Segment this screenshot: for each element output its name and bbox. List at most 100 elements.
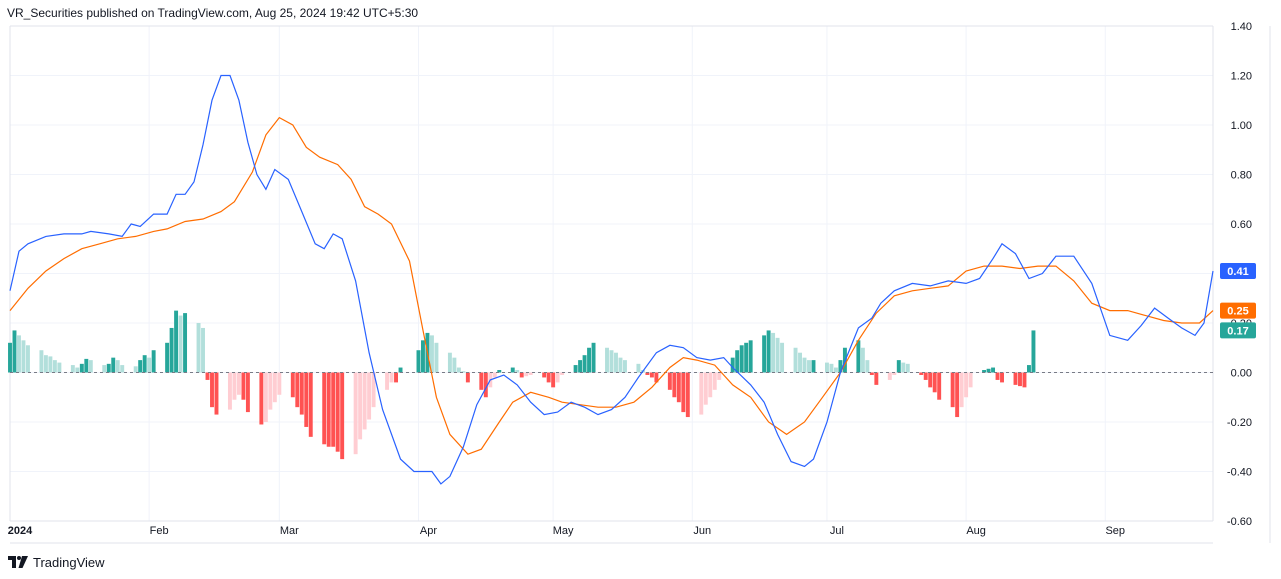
histogram-bar: [497, 370, 502, 373]
x-tick-label: Feb: [150, 525, 169, 537]
histogram-bar: [290, 372, 295, 398]
histogram-bar: [479, 372, 484, 390]
histogram-bar: [775, 337, 780, 373]
histogram-bar: [394, 372, 398, 383]
histogram-bar: [106, 363, 111, 373]
signal-line: [9, 116, 1214, 455]
macd-chart[interactable]: -0.60-0.40-0.200.000.200.400.600.801.001…: [0, 0, 1281, 550]
histogram-bar: [892, 372, 897, 375]
histogram-bar: [605, 347, 609, 373]
histogram-bar: [416, 350, 421, 373]
histogram-bar: [573, 365, 578, 373]
histogram-value-badge: 0.17: [1220, 322, 1256, 339]
histogram-bar: [874, 372, 879, 385]
publisher-line: VR_Securities published on TradingView.c…: [7, 6, 419, 20]
histogram-bar: [21, 340, 26, 373]
histogram-bar: [896, 360, 901, 373]
histogram-bar: [272, 372, 277, 403]
y-tick-label: -0.40: [1227, 467, 1252, 479]
histogram-bar: [524, 372, 529, 377]
histogram-bar: [165, 342, 170, 373]
histogram-bar: [210, 372, 214, 408]
histogram-bar: [614, 352, 618, 373]
histogram-bar: [461, 371, 466, 373]
histogram-bar: [389, 372, 394, 383]
histogram-bar: [205, 372, 210, 380]
histogram-bar: [102, 365, 107, 373]
histogram-bar: [708, 372, 713, 398]
histogram-bar: [699, 372, 704, 415]
y-tick-label: 1.00: [1231, 120, 1252, 132]
histogram-bar: [623, 360, 627, 373]
histogram-bar: [1026, 365, 1031, 373]
histogram-bar: [551, 372, 556, 388]
histogram-bar: [308, 372, 313, 437]
y-tick-label: 0.60: [1231, 219, 1252, 231]
histogram-bar: [304, 372, 309, 427]
histogram-bar: [766, 330, 771, 373]
histogram-bar: [138, 360, 143, 373]
histogram-bar: [111, 357, 116, 373]
histogram-bar: [645, 372, 650, 375]
histogram-bar: [919, 372, 924, 375]
histogram-bar: [703, 372, 708, 405]
histogram-bar: [79, 363, 84, 373]
histogram-bar: [492, 372, 497, 378]
grid: [9, 25, 1213, 522]
histogram-bar: [398, 367, 403, 373]
histogram-bar: [560, 372, 565, 375]
histogram-bar: [955, 372, 960, 418]
histogram-bar: [676, 372, 681, 403]
x-tick-label: Apr: [420, 525, 437, 537]
histogram-bar: [115, 360, 120, 373]
histogram-bar: [950, 372, 955, 408]
histogram-bar: [937, 372, 942, 400]
histogram-bar: [452, 357, 457, 373]
histogram-bar: [214, 372, 219, 415]
histogram-bar: [263, 372, 268, 422]
histogram-bar: [636, 363, 641, 373]
histogram-bar: [434, 342, 439, 373]
histogram-bar: [717, 372, 722, 380]
signal-value-badge-text: 0.25: [1227, 306, 1248, 318]
histogram-bar: [70, 365, 75, 373]
macd-value-badge: 0.41: [1220, 263, 1256, 280]
macd-line: [9, 74, 1214, 485]
histogram-bar: [825, 362, 829, 373]
y-tick-label: 0.00: [1231, 368, 1252, 380]
x-tick-label: Jul: [830, 525, 844, 537]
histogram-bar: [1018, 372, 1022, 387]
histogram: [8, 310, 1036, 460]
y-tick-label: -0.60: [1227, 516, 1252, 528]
histogram-bar: [712, 372, 717, 390]
footer[interactable]: TradingView: [8, 553, 105, 571]
histogram-bar: [959, 372, 964, 408]
histogram-bar: [869, 372, 874, 375]
histogram-bar: [964, 372, 969, 398]
histogram-bar: [84, 358, 89, 373]
x-tick-label: May: [553, 525, 574, 537]
histogram-bar: [649, 372, 654, 378]
histogram-bar: [268, 372, 273, 410]
histogram-bar: [39, 350, 44, 373]
histogram-bar: [8, 342, 12, 373]
histogram-bar: [465, 372, 470, 383]
histogram-bar: [811, 360, 816, 373]
histogram-bar: [542, 372, 547, 378]
histogram-bar: [75, 367, 80, 373]
histogram-bar: [528, 372, 533, 375]
histogram-bar: [807, 360, 811, 373]
histogram-bar: [833, 367, 838, 373]
histogram-bar: [331, 372, 336, 447]
tradingview-logo-icon: [8, 556, 28, 568]
x-tick-label: Aug: [966, 525, 986, 537]
histogram-bar: [12, 330, 17, 373]
histogram-bar: [236, 372, 241, 395]
histogram-bar: [133, 366, 138, 373]
histogram-bar: [739, 345, 744, 373]
histogram-bar: [928, 372, 933, 388]
histogram-bar: [25, 345, 30, 373]
macd-value-badge-text: 0.41: [1227, 266, 1248, 278]
histogram-bar: [1000, 372, 1004, 383]
histogram-bar: [609, 350, 614, 373]
